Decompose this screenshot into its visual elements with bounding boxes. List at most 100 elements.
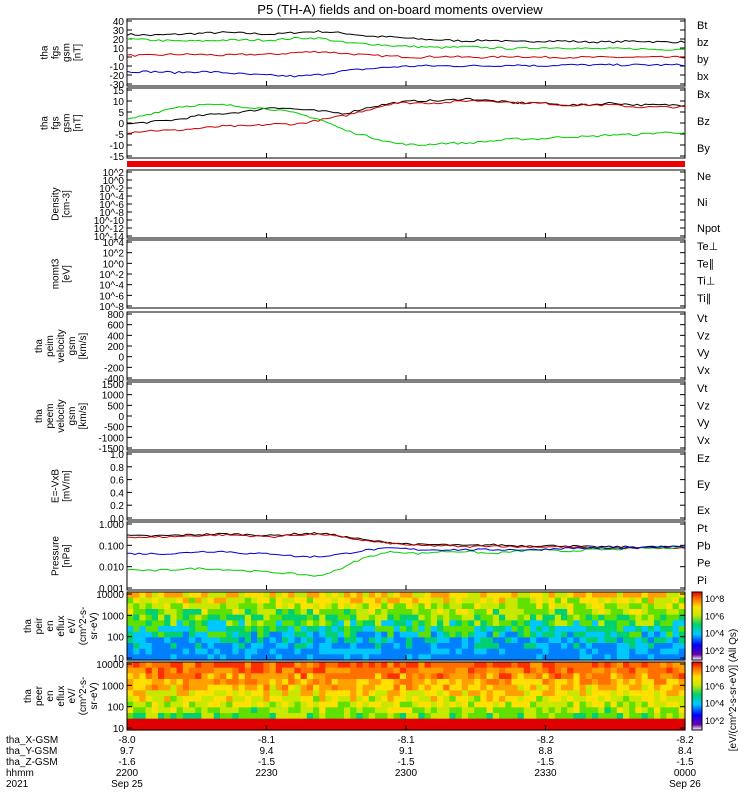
heatmap-cell [139,667,147,674]
heatmap-cell [511,696,519,703]
y-tick-label: 10^4 [103,238,125,249]
heatmap-cell [437,667,444,674]
heatmap-cell [331,718,339,725]
heatmap-cell [133,679,140,686]
heatmap-cell [468,592,475,599]
heatmap-cell [424,696,432,703]
heatmap-cell [616,620,624,627]
heatmap-cell [226,713,233,720]
heatmap-cell [592,609,599,616]
heatmap-cell [176,667,184,674]
heatmap-cell [195,631,202,638]
heatmap-cell [251,603,258,610]
heatmap-cell [381,614,388,621]
heatmap-cell [182,690,190,697]
heatmap-cell [654,701,661,708]
heatmap-cell [195,643,202,650]
heatmap-cell [492,724,500,731]
legend-entry: Vt [697,313,707,325]
heatmap-cell [207,597,215,604]
heatmap-cell [437,620,444,627]
heatmap-cell [623,701,630,708]
heatmap-cell [133,603,140,610]
heatmap-cell [362,631,370,638]
heatmap-cell [232,696,240,703]
heatmap-cell [368,673,376,680]
heatmap-cell [548,696,556,703]
heatmap-cell [399,597,407,604]
heatmap-cell [418,684,426,691]
heatmap-cell [517,648,525,655]
heatmap-cell [257,620,264,627]
heatmap-cell [257,592,264,599]
x-row-value: 2300 [395,768,418,779]
colorbar-tick-label: 10^6 [705,611,724,621]
heatmap-cell [158,592,165,599]
heatmap-cell [629,662,636,669]
heatmap-cell [151,696,159,703]
heatmap-cell [319,637,326,644]
heatmap-cell [226,690,233,697]
heatmap-cell [511,662,519,669]
heatmap-cell [610,707,618,714]
heatmap-cell [226,718,233,725]
heatmap-cell [244,597,252,604]
heatmap-cell [424,603,432,610]
heatmap-cell [133,654,140,661]
heatmap-cell [412,614,419,621]
heatmap-cell [158,684,165,691]
heatmap-cell [300,690,308,697]
heatmap-cell [263,643,271,650]
panel-frame [126,87,686,159]
heatmap-cell [344,626,351,633]
heatmap-cell [257,679,264,686]
heatmap-cell [616,718,624,725]
heatmap-cell [517,620,525,627]
heatmap-cell [220,673,227,680]
heatmap-cell [623,592,630,599]
y-tick-label: 30 [113,26,125,37]
heatmap-cell [337,718,345,725]
heatmap-cell [629,654,636,661]
heatmap-cell [492,648,500,655]
heatmap-cell [616,667,624,674]
heatmap-cell [468,696,475,703]
heatmap-cell [350,614,357,621]
heatmap-cell [213,592,221,599]
heatmap-cell [387,637,395,644]
heatmap-cell [505,592,512,599]
heatmap-cell [362,701,370,708]
heatmap-cell [511,690,519,697]
heatmap-cell [189,643,196,650]
panel-frame [126,169,686,239]
heatmap-cell [127,662,134,669]
heatmap-cell [430,597,438,604]
heatmap-cell [660,662,667,669]
status-bar [127,161,685,167]
heatmap-cell [579,673,587,680]
heatmap-cell [666,701,674,708]
heatmap-cell [548,592,556,599]
heatmap-cell [623,654,630,661]
heatmap-cell [523,648,531,655]
heatmap-cell [139,648,147,655]
heatmap-cell [356,679,364,686]
heatmap-cell [437,662,444,669]
heatmap-cell [251,696,258,703]
heatmap-cell [182,701,190,708]
heatmap-cell [201,637,209,644]
heatmap-cell [430,614,438,621]
heatmap-cell [244,592,252,599]
heatmap-cell [437,637,444,644]
heatmap-cell [548,707,556,714]
heatmap-cell [480,631,488,638]
heatmap-cell [257,654,264,661]
heatmap-cell [306,597,314,604]
heatmap-cell [523,701,531,708]
heatmap-cell [623,597,630,604]
heatmap-cell [430,631,438,638]
legend-entry: Bx [697,89,710,101]
heatmap-cell [678,626,686,633]
heatmap-cell [189,718,196,725]
heatmap-cell [170,592,178,599]
